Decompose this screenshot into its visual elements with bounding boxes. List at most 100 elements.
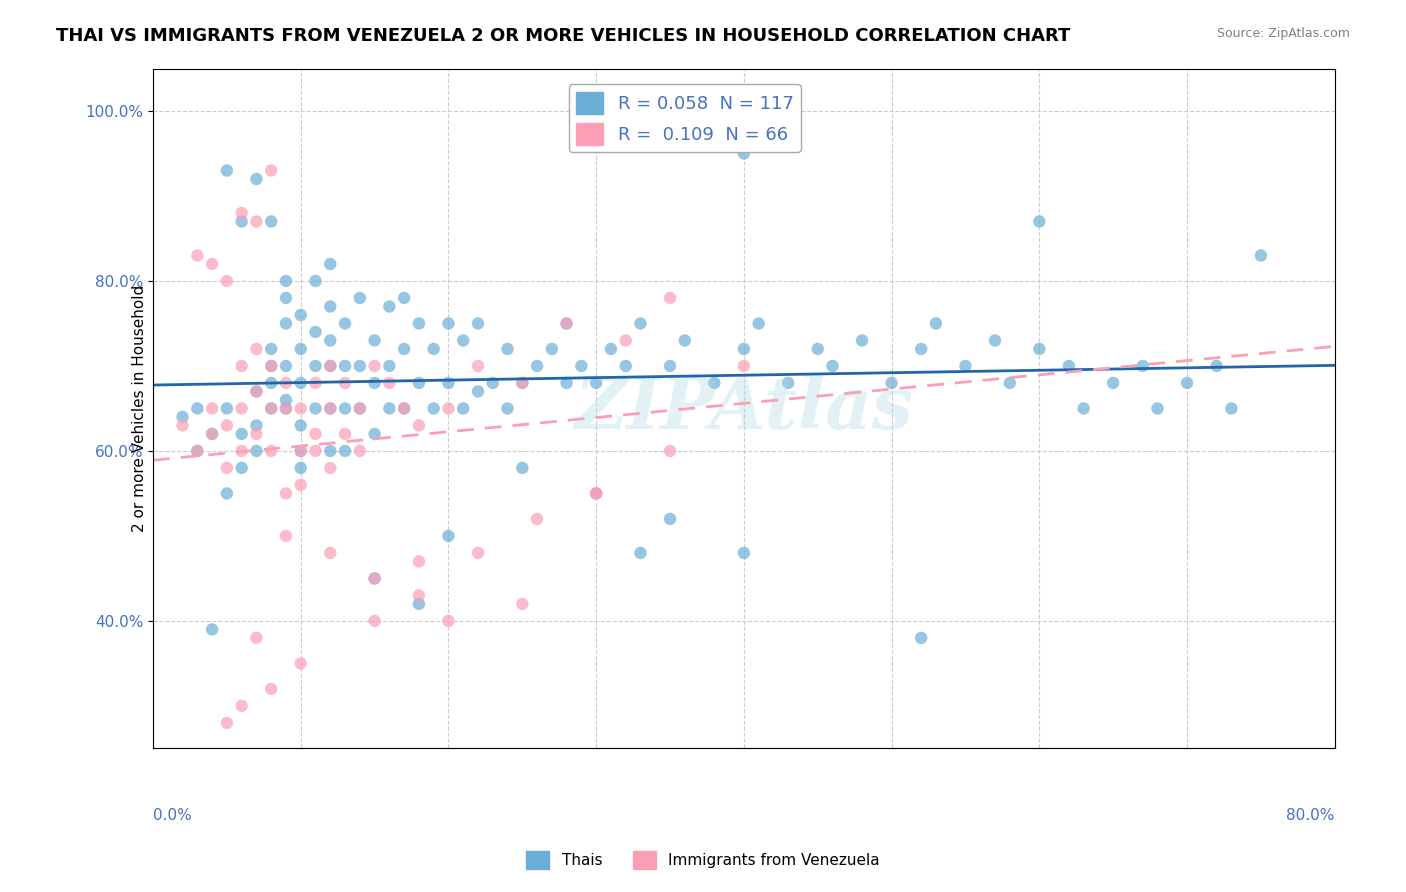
Point xyxy=(290,444,312,458)
Point xyxy=(851,334,873,348)
Point xyxy=(614,359,637,373)
Point xyxy=(363,376,385,390)
Point xyxy=(290,376,312,390)
Point xyxy=(408,554,430,568)
Point xyxy=(363,614,385,628)
Point xyxy=(659,359,682,373)
Point xyxy=(496,401,519,416)
Point xyxy=(408,317,430,331)
Point xyxy=(363,571,385,585)
Point xyxy=(1132,359,1154,373)
Y-axis label: 2 or more Vehicles in Household: 2 or more Vehicles in Household xyxy=(132,285,148,532)
Point xyxy=(1175,376,1198,390)
Point xyxy=(451,401,474,416)
Point xyxy=(585,376,607,390)
Point xyxy=(733,359,755,373)
Point xyxy=(333,359,356,373)
Point xyxy=(274,401,297,416)
Point xyxy=(880,376,903,390)
Point xyxy=(378,401,401,416)
Point xyxy=(481,376,503,390)
Point xyxy=(245,631,267,645)
Point xyxy=(319,359,342,373)
Point xyxy=(245,342,267,356)
Point xyxy=(1073,401,1095,416)
Point xyxy=(290,308,312,322)
Point xyxy=(260,444,283,458)
Point xyxy=(422,401,444,416)
Point xyxy=(437,529,460,543)
Point xyxy=(333,426,356,441)
Point xyxy=(274,274,297,288)
Point xyxy=(378,300,401,314)
Point xyxy=(274,291,297,305)
Point xyxy=(510,461,533,475)
Point xyxy=(333,317,356,331)
Point xyxy=(215,461,238,475)
Point xyxy=(215,418,238,433)
Point xyxy=(186,401,208,416)
Point xyxy=(319,334,342,348)
Point xyxy=(363,334,385,348)
Point xyxy=(260,342,283,356)
Text: 80.0%: 80.0% xyxy=(1286,808,1334,822)
Point xyxy=(659,512,682,526)
Point xyxy=(201,257,224,271)
Point xyxy=(274,486,297,500)
Point xyxy=(231,444,253,458)
Point xyxy=(600,342,623,356)
Point xyxy=(1250,248,1272,262)
Point xyxy=(290,444,312,458)
Point xyxy=(215,486,238,500)
Point xyxy=(408,589,430,603)
Legend: Thais, Immigrants from Venezuela: Thais, Immigrants from Venezuela xyxy=(520,845,886,875)
Point xyxy=(1102,376,1125,390)
Point xyxy=(274,401,297,416)
Point xyxy=(555,317,578,331)
Point xyxy=(363,359,385,373)
Point xyxy=(408,597,430,611)
Point xyxy=(659,444,682,458)
Point xyxy=(290,478,312,492)
Point xyxy=(585,486,607,500)
Point xyxy=(363,426,385,441)
Point xyxy=(571,359,593,373)
Point xyxy=(955,359,977,373)
Point xyxy=(245,384,267,399)
Point xyxy=(245,214,267,228)
Point xyxy=(392,401,415,416)
Point xyxy=(260,214,283,228)
Point xyxy=(245,444,267,458)
Text: ZIPAtlas: ZIPAtlas xyxy=(575,373,914,444)
Point xyxy=(333,444,356,458)
Point xyxy=(290,418,312,433)
Text: THAI VS IMMIGRANTS FROM VENEZUELA 2 OR MORE VEHICLES IN HOUSEHOLD CORRELATION CH: THAI VS IMMIGRANTS FROM VENEZUELA 2 OR M… xyxy=(56,27,1070,45)
Point xyxy=(201,623,224,637)
Point xyxy=(274,376,297,390)
Point xyxy=(260,359,283,373)
Point xyxy=(215,274,238,288)
Point xyxy=(998,376,1021,390)
Point xyxy=(319,359,342,373)
Legend: R = 0.058  N = 117, R =  0.109  N = 66: R = 0.058 N = 117, R = 0.109 N = 66 xyxy=(569,85,801,152)
Point xyxy=(467,546,489,560)
Point xyxy=(290,461,312,475)
Point xyxy=(467,384,489,399)
Point xyxy=(392,342,415,356)
Point xyxy=(659,291,682,305)
Point xyxy=(778,376,800,390)
Point xyxy=(422,342,444,356)
Point xyxy=(526,359,548,373)
Point xyxy=(555,376,578,390)
Point xyxy=(614,334,637,348)
Point xyxy=(274,392,297,407)
Point xyxy=(496,342,519,356)
Point xyxy=(319,444,342,458)
Point xyxy=(437,614,460,628)
Point xyxy=(349,291,371,305)
Point xyxy=(733,342,755,356)
Point xyxy=(290,342,312,356)
Point xyxy=(319,546,342,560)
Point xyxy=(510,376,533,390)
Point xyxy=(630,317,652,331)
